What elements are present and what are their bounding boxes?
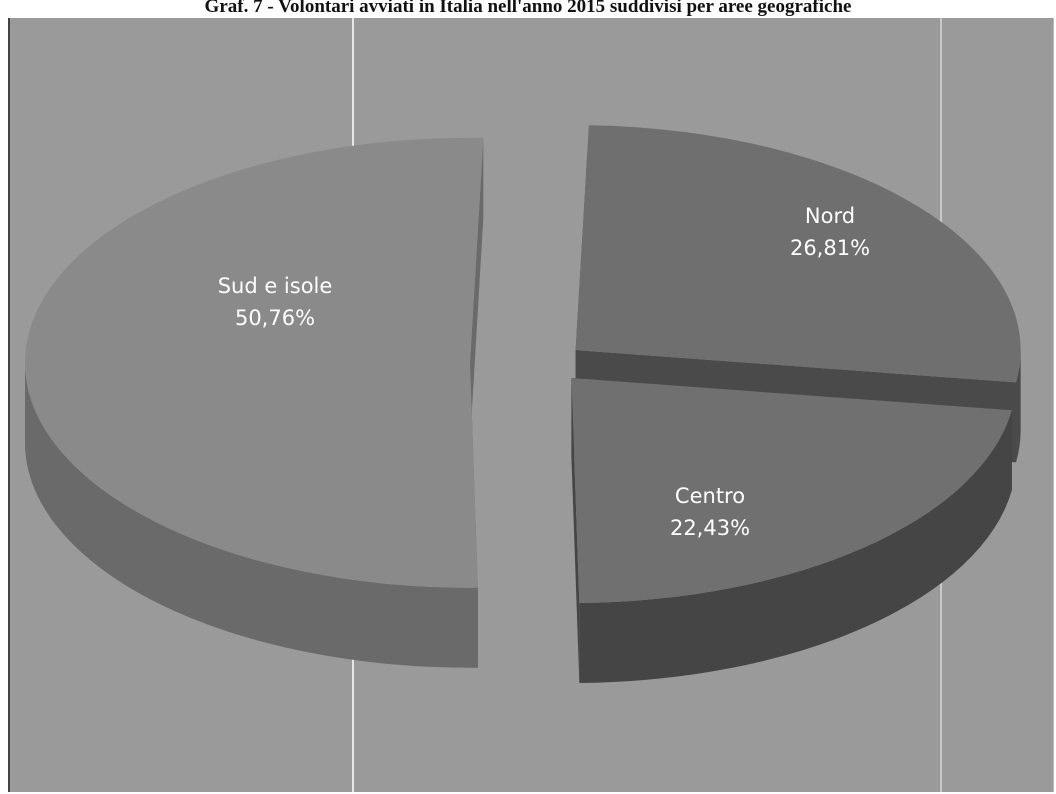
slice-category-label: Centro [674,484,746,508]
pie-slice-centro [571,378,1012,603]
pie-slice-sud-e-isole [25,137,484,588]
slice-value-label: 50,76% [234,306,316,330]
slice-label-centro: Centro 22,43% [645,480,775,544]
slice-label-nord: Nord 26,81% [765,200,895,264]
slice-value-label: 22,43% [669,516,751,540]
chart-title: Graf. 7 - Volontari avviati in Italia ne… [204,0,852,17]
slice-label-sud: Sud e isole 50,76% [200,270,350,334]
pie-wall-centro [571,378,580,683]
pie-side-nord [1016,350,1021,463]
slice-value-label: 26,81% [789,236,871,260]
pie-slice-nord [575,125,1021,383]
pie-chart [25,125,1021,683]
pie-wall-sud-e-isole [470,137,484,443]
slice-category-label: Sud e isole [217,274,333,298]
chart-area: Sud e isole 50,76% Nord 26,81% Centro 22… [8,18,1054,792]
pie-side-sud-e-isole [25,362,478,668]
slice-category-label: Nord [804,204,856,228]
pie-side-centro [579,410,1012,683]
